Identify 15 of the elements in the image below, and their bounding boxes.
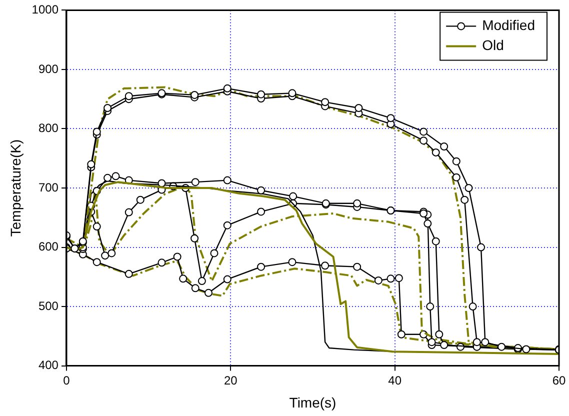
x-tick-label: 40: [388, 373, 402, 388]
legend-label: Old: [482, 37, 504, 54]
y-tick-label: 800: [38, 121, 59, 136]
y-tick-label: 400: [38, 358, 59, 372]
y-tick-label: 500: [38, 298, 59, 313]
x-tick-label: 60: [552, 373, 566, 388]
x-axis-title: Time(s): [289, 394, 336, 410]
x-tick-label: 20: [224, 373, 238, 388]
y-tick-label: 600: [38, 240, 59, 254]
y-tick-label: 1000: [32, 2, 59, 17]
y-tick-label: 700: [38, 180, 59, 194]
x-tick-label: 0: [63, 373, 70, 388]
legend-label: Modified: [482, 17, 536, 34]
y-tick-label: 900: [38, 62, 59, 76]
y-axis-title: Temperature(K): [7, 139, 24, 237]
